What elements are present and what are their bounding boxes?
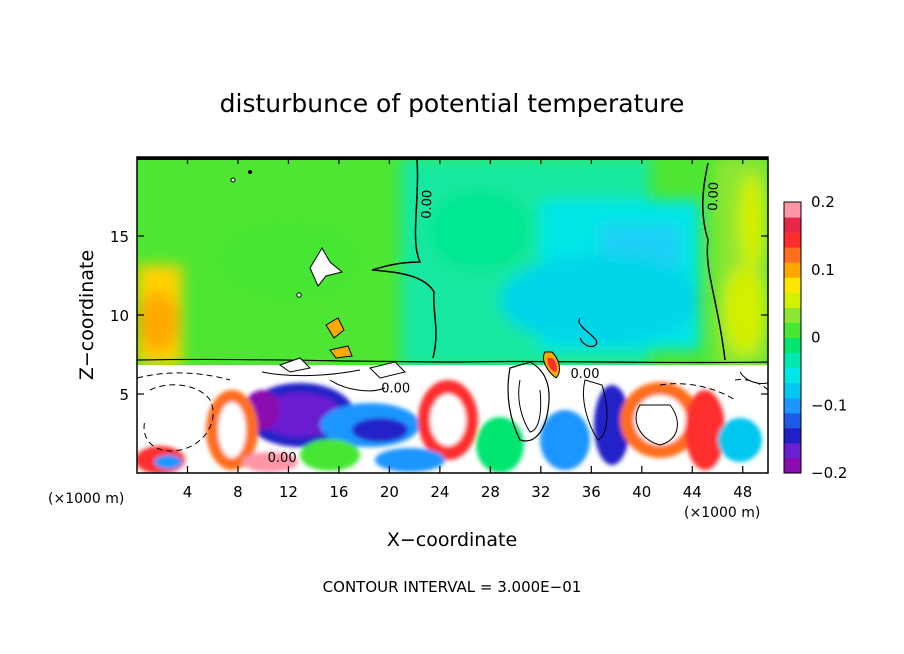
contour-lines [137,159,768,446]
noise-patches [230,170,560,379]
colorbar-swatch-9 [784,322,801,338]
x-tick-label-6: 28 [481,483,500,501]
colorbar-swatch-0 [784,457,801,474]
colorbar-tick-label-4: −0.2 [811,464,847,482]
contour-label-3: 0.00 [268,451,297,466]
x-tick-label-9: 40 [632,483,651,501]
colorbar-tick-label-0: 0.2 [811,193,835,211]
colorbar-swatch-6 [784,367,801,384]
x-unit-right: (×1000 m) [684,505,760,521]
colorbar-tick-label-2: 0 [811,329,821,347]
x-tick-label-10: 44 [683,483,702,501]
colorbar-swatch-1 [784,442,801,459]
x-tick-label-8: 36 [582,483,601,501]
colorbar-swatch-3 [784,412,801,429]
x-tick-label-11: 48 [733,483,752,501]
colorbar-tick-label-1: 0.1 [811,261,835,279]
x-unit-left: (×1000 m) [48,491,124,507]
x-tick-label-0: 4 [183,483,193,501]
x-axis-ticks: 4 8 12 16 20 24 28 32 36 40 44 48 [183,157,752,501]
contour-label-4: 0.00 [571,367,600,382]
x-tick-label-4: 20 [380,483,399,501]
contour-interval-note: CONTOUR INTERVAL = 3.000E−01 [323,578,582,596]
contour-label-2: 0.00 [381,381,410,396]
colorbar-swatch-5 [784,382,801,399]
colorbar-swatch-11 [784,292,801,308]
colorbar-ticks: 0.2 0.1 0 −0.1 −0.2 [811,193,847,482]
colorbar-swatch-13 [784,262,801,278]
colorbar-swatch-10 [784,307,801,323]
y-axis-ticks: 5 10 15 [110,228,768,404]
top-boundary [137,157,768,160]
plot-area [137,157,768,473]
y-tick-label-1: 10 [110,307,129,325]
colorbar-frame [783,201,802,474]
contour-label-1: 0.00 [706,182,722,211]
x-axis-label: X−coordinate [387,529,517,551]
colorbar-swatch-8 [784,337,801,354]
colorbar-swatch-2 [784,427,801,444]
colorbar-swatch-12 [784,277,801,293]
colorbar-swatch-16 [784,217,801,233]
x-tick-label-5: 24 [430,483,449,501]
y-axis-label: Z−coordinate [76,250,98,380]
y-tick-label-2: 15 [110,228,129,246]
colorbar-swatch-15 [784,232,801,248]
contour-label-0: 0.00 [420,190,436,219]
x-tick-label-3: 16 [329,483,348,501]
y-tick-label-0: 5 [119,386,129,404]
lower-field-blobs [137,380,762,473]
colorbar-swatch-17 [784,202,801,218]
x-tick-label-2: 12 [279,483,298,501]
x-tick-label-7: 32 [531,483,550,501]
colorbar-swatch-14 [784,247,801,263]
upper-field-blobs [137,157,768,367]
colorbar-swatch-7 [784,352,801,369]
contour-labels: 0.00 0.00 0.00 0.00 0.00 [268,182,722,466]
contour-lines-negative [137,372,768,452]
x-tick-label-1: 8 [233,483,243,501]
colorbar-tick-label-3: −0.1 [811,396,847,414]
colorbar-swatch-4 [784,397,801,414]
colorbar [784,202,801,474]
chart-title: disturbunce of potential temperature [220,89,685,118]
